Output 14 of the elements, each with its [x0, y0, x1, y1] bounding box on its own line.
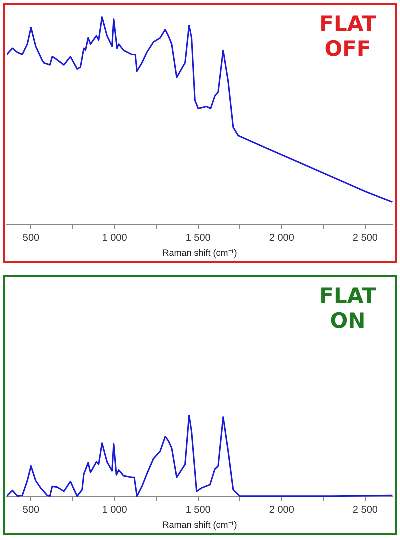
- x-tick-label: 2 000: [269, 232, 295, 244]
- x-tick-label: 2 500: [352, 232, 378, 244]
- x-tick-label: 500: [22, 232, 40, 244]
- x-tick-label: 2 500: [352, 504, 378, 516]
- x-tick-label: 1 500: [186, 232, 212, 244]
- x-tick-label: 500: [22, 504, 40, 516]
- x-tick-label: 1 500: [186, 504, 212, 516]
- x-tick-label: 2 000: [269, 504, 295, 516]
- x-tick-label: 1 000: [102, 232, 128, 244]
- text: FLAT ON: [320, 284, 378, 333]
- x-tick-label: 1 000: [102, 504, 128, 516]
- x-axis-title: Raman shift (cm⁻¹): [162, 520, 238, 530]
- annotation: FLAT OFF: [320, 12, 378, 61]
- x-axis-title: Raman shift (cm⁻¹): [162, 248, 238, 258]
